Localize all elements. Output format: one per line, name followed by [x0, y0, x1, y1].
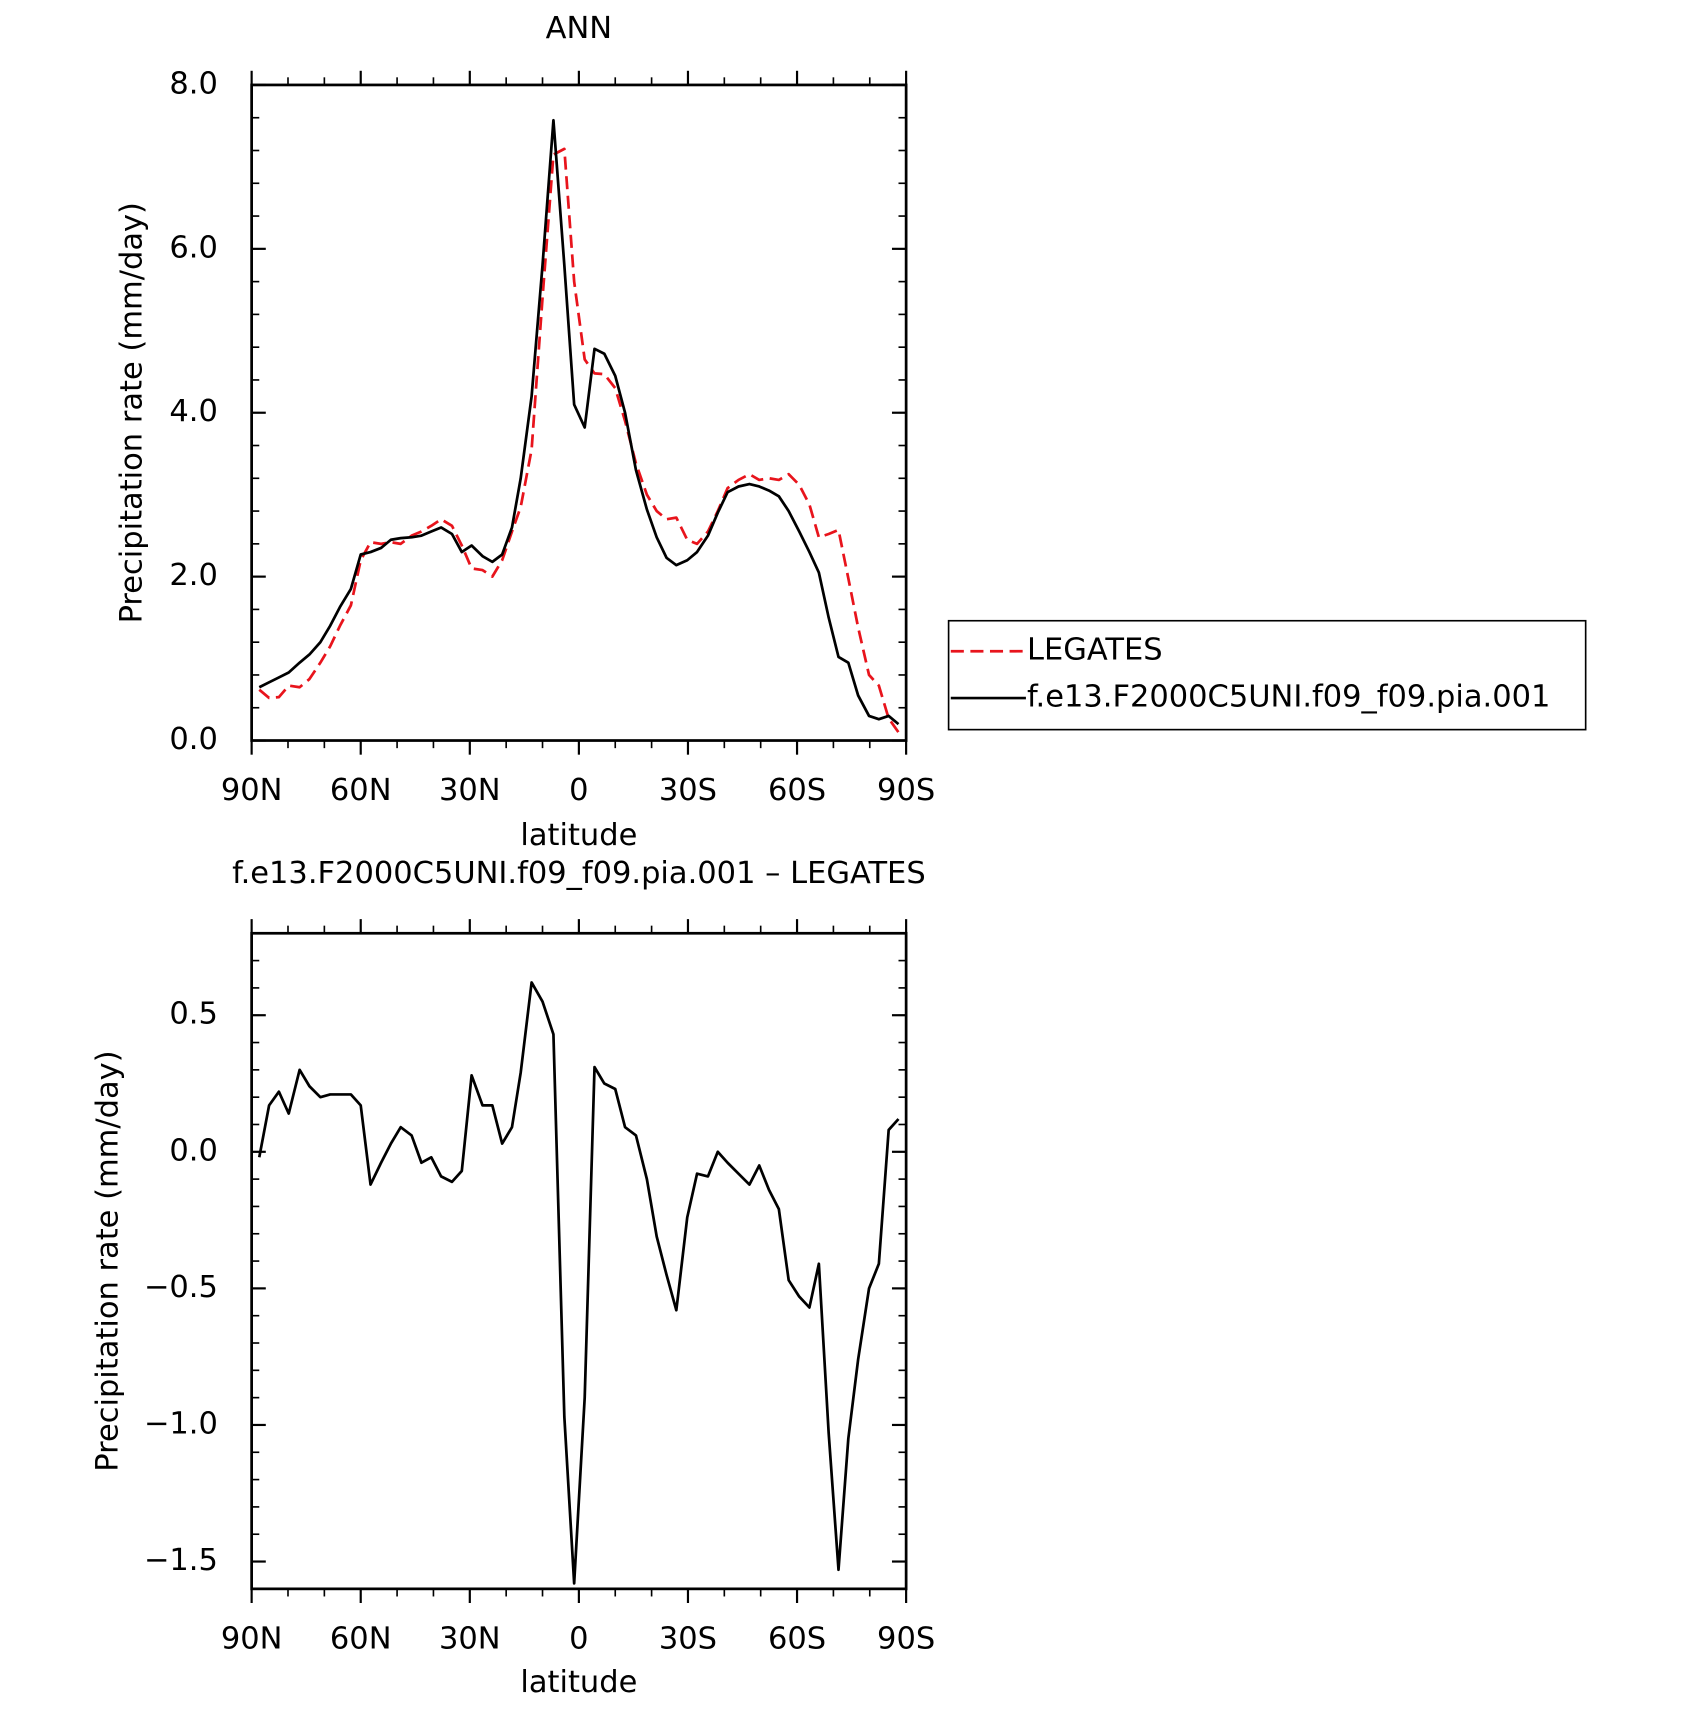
x-tick-label: 60S — [768, 1622, 826, 1657]
plot-frame — [250, 83, 908, 742]
y-tick-label: 0.0 — [169, 1133, 217, 1168]
y-axis-label: Precipitation rate (mm/day) — [114, 202, 149, 623]
legend-label: LEGATES — [1027, 633, 1163, 668]
x-tick-label: 30N — [439, 773, 501, 808]
series-line — [258, 118, 900, 726]
y-tick-label: 8.0 — [169, 66, 217, 101]
y-tick-label: 6.0 — [169, 230, 217, 265]
legend-box — [947, 619, 1587, 731]
x-tick-label: 90S — [877, 1622, 935, 1657]
x-tick-label: 30S — [659, 1622, 717, 1657]
y-tick-label: −1.0 — [144, 1406, 218, 1441]
y-axis-label: Precipitation rate (mm/day) — [90, 1050, 125, 1471]
x-tick-label: 0 — [569, 773, 588, 808]
x-tick-label: 60N — [330, 773, 392, 808]
y-tick-label: 0.5 — [169, 997, 217, 1032]
x-tick-label: 90N — [221, 1622, 283, 1657]
y-tick-label: 2.0 — [169, 558, 217, 593]
y-tick-label: 0.0 — [169, 722, 217, 757]
y-tick-label: −1.5 — [144, 1543, 218, 1578]
series-line — [258, 147, 900, 734]
y-tick-label: 4.0 — [169, 394, 217, 429]
chart-title: ANN — [546, 11, 612, 46]
plot-frame — [250, 931, 908, 1591]
x-tick-label: 90N — [221, 773, 283, 808]
x-tick-label: 30N — [439, 1622, 501, 1657]
x-tick-label: 0 — [569, 1622, 588, 1657]
x-axis-label: latitude — [520, 818, 637, 853]
x-axis-label: latitude — [520, 1665, 637, 1700]
y-tick-label: −0.5 — [144, 1270, 218, 1305]
x-tick-label: 60S — [768, 773, 826, 808]
legend-label: f.e13.F2000C5UNI.f09_f09.pia.001 — [1027, 680, 1550, 715]
x-tick-label: 60N — [330, 1622, 392, 1657]
x-tick-label: 30S — [659, 773, 717, 808]
series-line — [257, 981, 900, 1585]
x-tick-label: 90S — [877, 773, 935, 808]
chart-title: f.e13.F2000C5UNI.f09_f09.pia.001 – LEGAT… — [232, 856, 926, 891]
